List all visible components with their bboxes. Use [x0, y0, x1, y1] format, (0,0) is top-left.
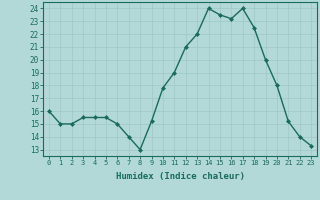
X-axis label: Humidex (Indice chaleur): Humidex (Indice chaleur) — [116, 172, 244, 181]
